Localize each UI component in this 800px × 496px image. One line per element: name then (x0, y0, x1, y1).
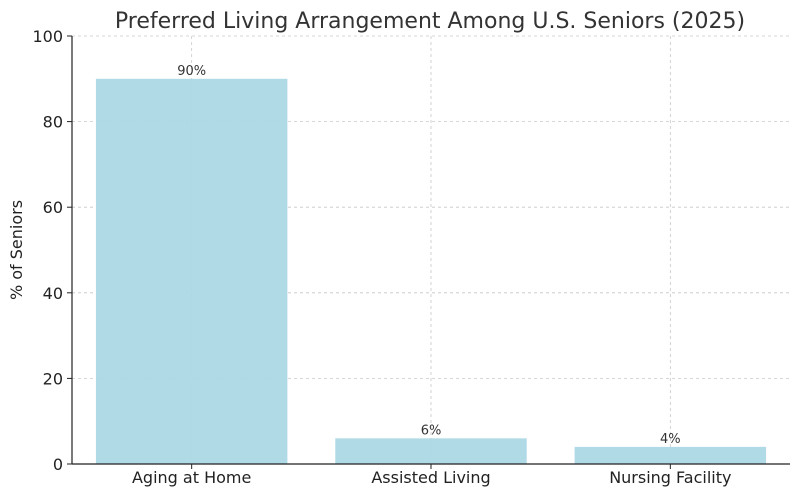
y-tick-label: 60 (43, 198, 63, 217)
bar (575, 447, 766, 464)
y-axis-label: % of Seniors (7, 200, 26, 300)
bar-data-label: 90% (177, 64, 206, 79)
y-tick-label: 20 (43, 369, 63, 388)
bar (96, 79, 287, 464)
bar-data-label: 6% (421, 423, 442, 438)
y-tick-label: 0 (53, 455, 63, 474)
y-tick-label: 40 (43, 284, 63, 303)
bar-data-label: 4% (660, 432, 681, 447)
x-tick-label: Assisted Living (371, 468, 490, 487)
y-tick-label: 100 (32, 27, 63, 46)
x-tick-label: Nursing Facility (609, 468, 731, 487)
y-tick-label: 80 (43, 113, 63, 132)
bar (335, 438, 526, 464)
chart-title: Preferred Living Arrangement Among U.S. … (115, 9, 745, 34)
x-tick-label: Aging at Home (132, 468, 251, 487)
